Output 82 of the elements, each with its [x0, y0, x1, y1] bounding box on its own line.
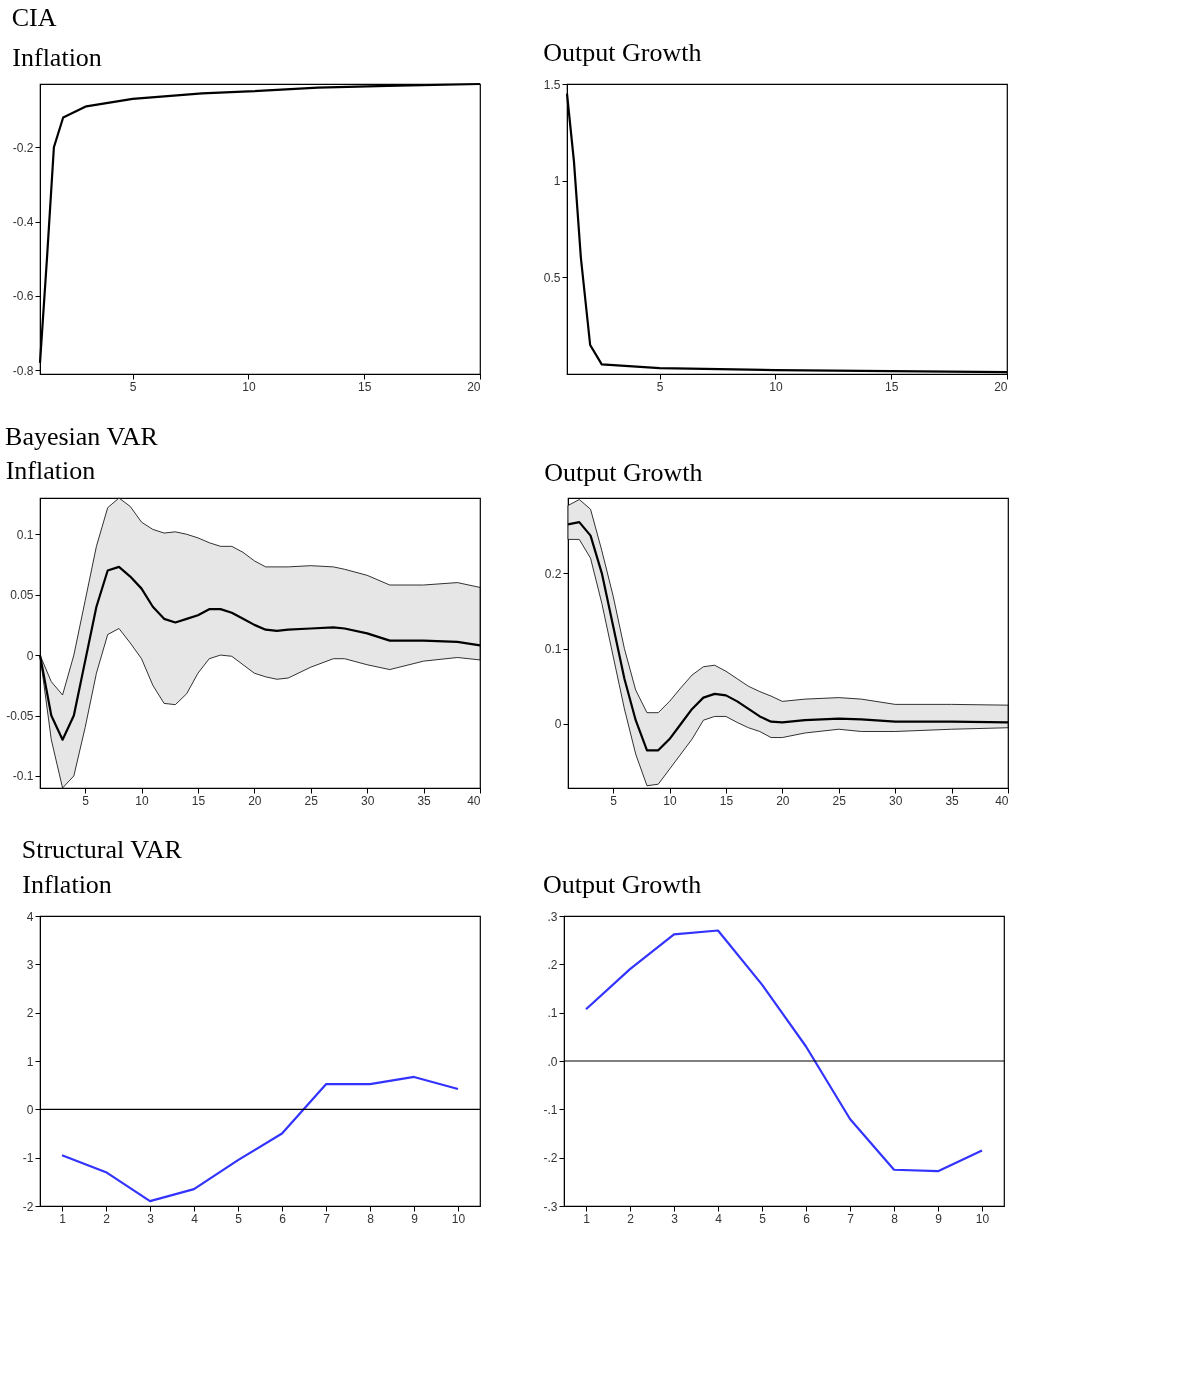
x-tick-label: 10: [663, 793, 678, 808]
x-tick-label: 3: [671, 1211, 679, 1226]
y-tick-label: 0: [26, 1102, 34, 1117]
x-tick-label: 5: [610, 793, 618, 808]
y-tick-label: 0.05: [10, 588, 34, 603]
x-tick-label: 10: [769, 379, 783, 394]
x-tick-label: 5: [656, 379, 664, 394]
text: Bayesian VAR: [5, 421, 159, 451]
x-tick-label: 2: [627, 1211, 635, 1226]
x-tick-label: 7: [847, 1211, 855, 1226]
x-tick-label: 15: [885, 379, 899, 394]
x-tick-label: 35: [417, 793, 432, 808]
x-tick-label: 2: [103, 1211, 111, 1226]
x-tick-label: 30: [361, 793, 375, 808]
y-tick-label: -.2: [543, 1151, 558, 1166]
x-tick-label: 9: [411, 1211, 419, 1226]
x-tick-label: 10: [451, 1211, 466, 1226]
y-tick-label: -.1: [543, 1102, 558, 1117]
chart-title: Inflation: [12, 42, 102, 72]
chart-title: Output Growth: [543, 38, 702, 67]
y-tick-label: -2: [22, 1199, 34, 1214]
y-tick-label: -0.05: [6, 709, 34, 723]
text: CIA: [11, 3, 57, 33]
x-tick-label: 10: [242, 379, 256, 394]
x-tick-label: 40: [467, 793, 481, 808]
y-tick-label: -0.1: [12, 769, 34, 784]
y-tick-label: 0.1: [16, 527, 34, 542]
chart-title: Inflation: [22, 870, 112, 899]
y-tick-label: 2: [26, 1006, 34, 1021]
y-tick-label: 1: [553, 174, 561, 189]
x-tick-label: 15: [719, 793, 734, 808]
x-tick-label: 8: [891, 1211, 899, 1226]
x-tick-label: 10: [975, 1211, 990, 1226]
y-tick-label: 1: [26, 1054, 34, 1069]
x-tick-label: 20: [994, 379, 1008, 394]
x-tick-label: 20: [248, 793, 262, 808]
x-tick-label: 5: [235, 1211, 243, 1226]
y-tick-label: -0.8: [12, 363, 34, 378]
y-tick-label: 4: [26, 909, 34, 924]
y-tick-label: -1: [22, 1151, 34, 1166]
y-tick-label: 0.1: [544, 642, 562, 657]
y-tick-label: .1: [547, 1006, 558, 1021]
x-tick-label: 9: [935, 1211, 943, 1226]
y-tick-label: .3: [547, 909, 558, 924]
y-tick-label: 0.5: [543, 270, 561, 285]
chart-title: Inflation: [5, 456, 96, 486]
x-tick-label: 6: [803, 1211, 811, 1226]
text: Structural VAR: [21, 835, 183, 865]
chart-title: Output Growth: [543, 870, 702, 899]
x-tick-label: 6: [279, 1211, 287, 1226]
x-tick-label: 8: [367, 1211, 375, 1226]
y-tick-label: -0.6: [12, 289, 34, 304]
x-tick-label: 5: [82, 793, 90, 808]
y-tick-label: .0: [547, 1054, 558, 1069]
y-tick-label: -0.4: [12, 215, 34, 230]
x-tick-label: 15: [191, 793, 206, 808]
x-tick-label: 4: [715, 1211, 723, 1226]
chart-title: Output Growth: [544, 457, 703, 487]
y-tick-label: 3: [26, 957, 34, 972]
x-tick-label: 30: [889, 793, 903, 808]
x-tick-label: 4: [191, 1211, 199, 1226]
x-tick-label: 40: [995, 793, 1009, 808]
y-tick-label: 0: [26, 648, 34, 663]
x-tick-label: 25: [832, 793, 847, 808]
x-tick-label: 20: [776, 793, 790, 808]
x-tick-label: 25: [304, 793, 319, 808]
x-tick-label: 5: [759, 1211, 767, 1226]
y-tick-label: .2: [547, 957, 558, 972]
x-tick-label: 15: [358, 379, 372, 394]
y-tick-label: 0.2: [544, 566, 562, 581]
y-tick-label: 0: [554, 717, 562, 732]
x-tick-label: 7: [323, 1211, 331, 1226]
y-tick-label: -0.2: [12, 140, 34, 155]
x-tick-label: 10: [135, 793, 150, 808]
x-tick-label: 35: [945, 793, 960, 808]
x-tick-label: 5: [129, 379, 137, 394]
x-tick-label: 3: [147, 1211, 155, 1226]
x-tick-label: 1: [59, 1211, 67, 1226]
y-tick-label: 1.5: [543, 77, 561, 92]
x-tick-label: 1: [583, 1211, 591, 1226]
x-tick-label: 20: [467, 379, 481, 394]
y-tick-label: -.3: [543, 1199, 558, 1214]
